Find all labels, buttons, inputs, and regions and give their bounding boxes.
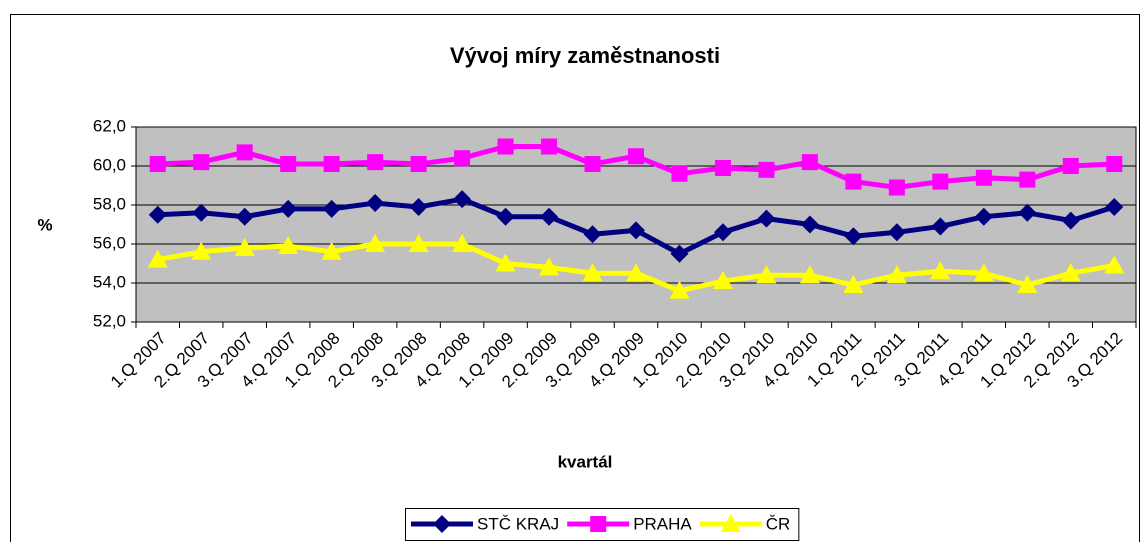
data-point [495,253,516,272]
data-point [1061,211,1080,230]
data-point [669,280,690,299]
data-point [147,249,168,268]
data-point [799,265,820,284]
data-point [756,265,777,284]
data-point [714,159,731,176]
data-point [886,265,907,284]
data-point [235,207,254,226]
data-point [454,150,471,167]
y-tick-label: 58,0 [93,194,126,213]
data-point [1104,255,1125,274]
data-point [280,156,297,173]
data-point [453,190,472,209]
data-point [540,207,559,226]
chart-title: Vývoj míry zaměstnanosti [450,43,720,68]
data-point [801,154,818,171]
data-point [539,257,560,276]
data-point [497,138,514,155]
legend-label: STČ KRAJ [477,514,559,533]
plot-border [135,126,1137,323]
data-point [193,154,210,171]
data-point [713,223,732,242]
legend-label: PRAHA [633,514,692,533]
legend-marker [590,516,607,532]
data-point [1019,171,1036,188]
legend-label: ČR [766,514,791,533]
data-point [582,263,603,282]
data-point [845,173,862,190]
data-point [366,194,385,213]
data-point [712,271,733,290]
data-point [236,144,253,161]
data-point [410,156,427,173]
legend-marker [720,514,741,532]
data-point [583,225,602,244]
y-tick-label: 54,0 [93,272,126,291]
data-point [1060,263,1081,282]
data-point [234,237,255,256]
data-point [321,241,342,260]
data-point [322,199,341,218]
data-point [584,156,601,173]
x-axis-label: kvartál [558,452,613,471]
data-point [408,234,429,252]
data-point [496,207,515,226]
y-axis-label: % [37,215,52,234]
data-point [365,234,386,252]
data-point [278,235,299,254]
data-point [758,161,775,178]
data-point [1062,158,1079,174]
data-point [409,197,428,216]
data-point [1018,203,1037,222]
legend-marker [433,515,451,533]
data-point [323,156,340,173]
data-point [627,221,645,240]
data-point [628,148,644,165]
data-point [930,261,951,280]
data-point [975,169,992,186]
data-point [1106,156,1123,173]
data-point [757,209,776,228]
legend: STČ KRAJ PRAHA ČR [405,508,800,541]
data-point [800,215,819,234]
y-tick-label: 62,0 [93,116,126,135]
data-point [844,227,863,246]
data-point [671,165,688,182]
data-point [192,203,211,222]
data-point [149,156,166,173]
data-point [974,207,993,226]
data-point [191,241,212,260]
data-point [148,205,167,224]
y-tick-label: 60,0 [93,155,126,174]
data-point [279,199,298,218]
data-point [843,274,864,293]
data-point [1017,274,1038,293]
y-tick-label: 52,0 [93,311,126,330]
data-point [931,217,950,236]
data-point [888,179,905,196]
data-point [932,173,949,190]
data-point [1105,197,1124,216]
data-point [973,263,994,282]
data-point [541,138,558,155]
data-point [887,223,906,242]
y-tick-label: 56,0 [93,233,126,252]
data-point [367,154,384,171]
data-point [626,263,646,282]
data-point [670,244,689,263]
data-point [452,234,473,252]
